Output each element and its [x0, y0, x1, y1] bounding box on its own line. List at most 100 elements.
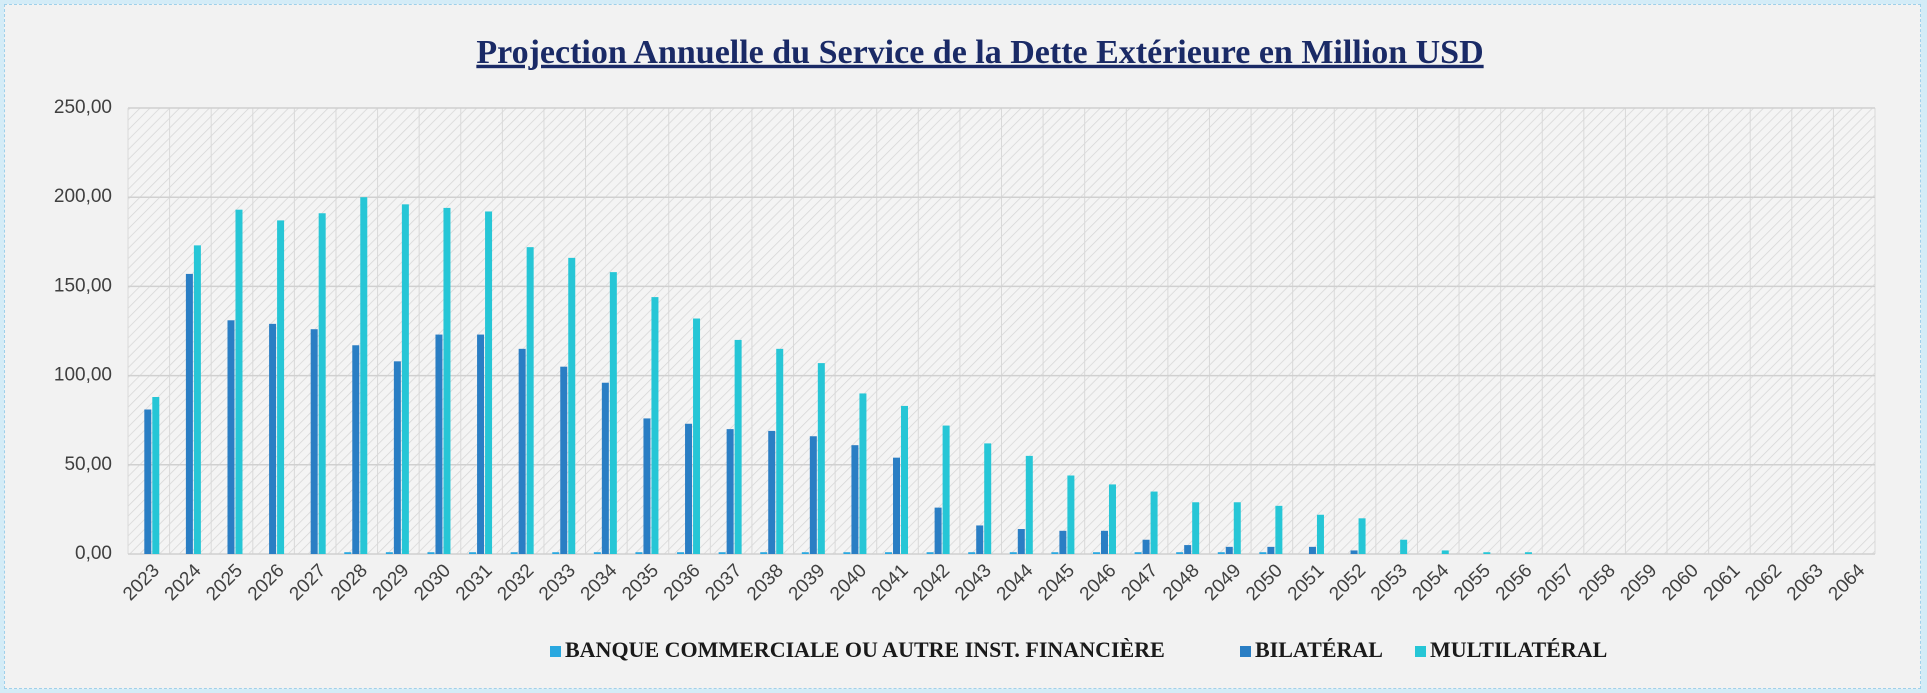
x-tick-label: 2049: [1201, 560, 1246, 605]
bar: [901, 405, 909, 554]
bar: [427, 552, 435, 554]
bar: [443, 207, 451, 555]
bar: [609, 272, 617, 554]
bar: [435, 334, 443, 554]
bar: [352, 345, 360, 554]
bar: [926, 552, 934, 554]
x-tick-label: 2050: [1242, 560, 1287, 605]
bar: [809, 436, 817, 554]
bar: [1009, 552, 1017, 554]
bar: [360, 197, 368, 554]
bar: [485, 211, 493, 555]
bar: [185, 273, 193, 554]
x-tick-label: 2023: [119, 560, 164, 605]
bar: [776, 348, 784, 554]
bar: [768, 430, 776, 554]
x-tick-label: 2033: [535, 560, 580, 605]
bar: [859, 393, 867, 554]
bar: [1184, 545, 1192, 554]
legend-swatch: [1415, 646, 1426, 657]
bar: [518, 348, 526, 554]
bar: [277, 220, 285, 554]
bar: [643, 418, 651, 554]
bar: [593, 552, 601, 554]
bar: [1067, 475, 1075, 554]
bar: [477, 334, 485, 554]
chart: Projection Annuelle du Service de la Det…: [54, 34, 1876, 662]
x-tick-label: 2064: [1825, 560, 1870, 605]
bar: [685, 423, 693, 554]
bar: [1275, 505, 1283, 554]
x-tick-label: 2060: [1658, 560, 1703, 605]
bar: [1316, 514, 1324, 554]
bar: [552, 552, 560, 554]
bar: [310, 329, 318, 554]
x-tick-label: 2031: [452, 560, 497, 605]
x-tick-label: 2053: [1367, 560, 1412, 605]
legend-label: MULTILATÉRAL: [1430, 637, 1607, 662]
bar: [526, 247, 534, 555]
y-tick-label: 250,00: [54, 97, 112, 118]
x-tick-label: 2061: [1700, 560, 1745, 605]
legend-label: BILATÉRAL: [1255, 637, 1383, 662]
bar: [344, 552, 352, 554]
bar: [1233, 502, 1241, 554]
bar: [1483, 552, 1491, 554]
chart-frame: Projection Annuelle du Service de la Det…: [4, 4, 1921, 689]
bar: [1134, 552, 1142, 554]
x-tick-label: 2035: [618, 560, 663, 605]
bar: [1059, 530, 1067, 554]
bar: [1400, 539, 1408, 554]
x-tick-label: 2025: [202, 560, 247, 605]
bar: [651, 297, 659, 554]
bar: [893, 457, 901, 554]
x-tick-label: 2063: [1783, 560, 1828, 605]
bar: [1192, 502, 1200, 554]
bar: [693, 318, 701, 554]
bar: [851, 445, 859, 554]
x-tick-label: 2054: [1409, 560, 1454, 605]
y-tick-label: 200,00: [54, 186, 112, 207]
y-tick-label: 150,00: [54, 275, 112, 296]
x-tick-label: 2048: [1159, 560, 1204, 605]
bar: [560, 366, 568, 554]
chart-title: Projection Annuelle du Service de la Det…: [476, 34, 1483, 71]
bar: [1092, 552, 1100, 554]
bar: [269, 323, 277, 554]
bar: [801, 552, 809, 554]
legend-label: BANQUE COMMERCIALE OU AUTRE INST. FINANC…: [565, 637, 1165, 662]
x-tick-label: 2041: [868, 560, 913, 605]
x-tick-label: 2059: [1617, 560, 1662, 605]
bar: [1225, 546, 1233, 554]
bar: [1358, 518, 1366, 554]
bar: [469, 552, 477, 554]
bar: [1017, 529, 1025, 554]
bar: [1524, 552, 1532, 554]
bar: [843, 552, 851, 554]
bar: [934, 507, 942, 554]
x-tick-label: 2029: [369, 560, 414, 605]
bar: [152, 397, 160, 554]
x-tick-label: 2040: [826, 560, 871, 605]
x-tick-label: 2030: [410, 560, 455, 605]
bar: [968, 552, 976, 554]
bar: [1259, 552, 1267, 554]
bar: [193, 245, 201, 555]
x-tick-label: 2062: [1741, 560, 1786, 605]
bar: [1108, 484, 1116, 554]
bar: [734, 339, 742, 554]
bar: [235, 209, 243, 555]
x-tick-label: 2038: [743, 560, 788, 605]
x-tick-label: 2058: [1575, 560, 1620, 605]
bar: [510, 552, 518, 554]
x-tick-label: 2057: [1533, 560, 1578, 605]
bar: [1100, 530, 1108, 554]
y-tick-label: 0,00: [75, 543, 112, 564]
bar: [718, 552, 726, 554]
bar: [1308, 546, 1316, 554]
x-tick-label: 2043: [951, 560, 996, 605]
x-tick-label: 2032: [493, 560, 538, 605]
y-tick-label: 50,00: [64, 454, 112, 475]
bar: [568, 257, 576, 554]
bar: [726, 429, 734, 554]
